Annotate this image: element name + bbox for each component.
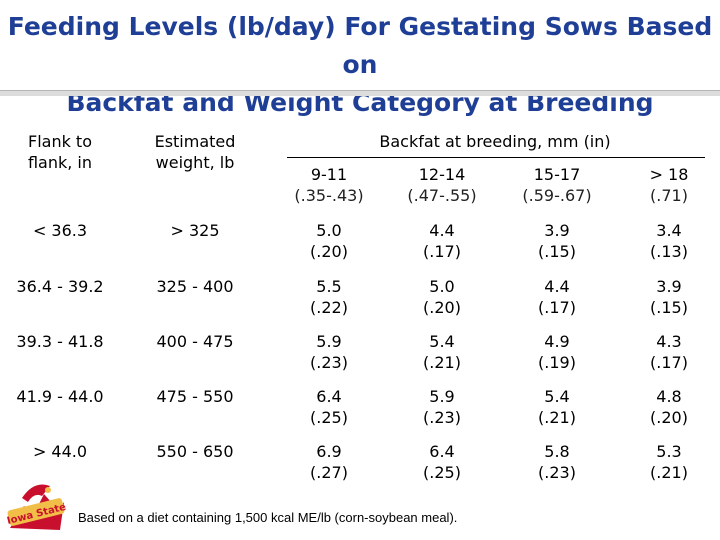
backfat-mm-label: 9-11 <box>310 165 348 184</box>
backfat-column-header: 12-14 (.47-.55) <box>388 164 496 206</box>
feed-sub-value: (.23) <box>310 353 348 372</box>
weight-cell: 400 - 475 <box>156 332 234 351</box>
backfat-column-header: > 18 (.71) <box>615 164 720 206</box>
page-title: Feeding Levels (lb/day) For Gestating So… <box>0 8 720 122</box>
feed-sub-value: (.21) <box>423 353 461 372</box>
backfat-mm-label: > 18 <box>649 165 689 184</box>
feed-sub-value: (.25) <box>423 463 461 482</box>
feed-level-cell: 5.4 (.21) <box>388 331 496 373</box>
feed-lb-value: 4.4 <box>429 221 455 240</box>
feed-lb-value: 6.4 <box>316 387 342 406</box>
title-line-1: Feeding Levels (lb/day) For Gestating So… <box>7 12 713 79</box>
feed-level-cell: 5.9 (.23) <box>388 386 496 428</box>
feed-lb-value: 3.9 <box>544 221 570 240</box>
feed-level-cell: 4.9 (.19) <box>503 331 611 373</box>
backfat-header-rule <box>287 157 705 158</box>
feed-level-cell: 5.9 (.23) <box>275 331 383 373</box>
feed-lb-value: 3.4 <box>656 221 682 240</box>
feed-sub-value: (.19) <box>538 353 576 372</box>
feed-lb-value: 5.9 <box>316 332 342 351</box>
feed-sub-value: (.13) <box>650 242 688 261</box>
backfat-column-header: 9-11 (.35-.43) <box>275 164 383 206</box>
feed-level-cell: 4.8 (.20) <box>615 386 720 428</box>
backfat-inch-label: (.47-.55) <box>407 186 477 205</box>
feed-level-cell: 6.9 (.27) <box>275 441 383 483</box>
feed-lb-value: 6.4 <box>429 442 455 461</box>
feed-sub-value: (.17) <box>538 298 576 317</box>
flank-cell: 41.9 - 44.0 <box>16 387 104 406</box>
weight-cell: > 325 <box>170 221 220 240</box>
flank-cell: > 44.0 <box>32 442 88 461</box>
feed-level-cell: 3.9 (.15) <box>615 276 720 318</box>
flank-column-header: Flank to flank, in <box>10 131 110 173</box>
feed-sub-value: (.17) <box>423 242 461 261</box>
feed-sub-value: (.17) <box>650 353 688 372</box>
feed-level-cell: 5.5 (.22) <box>275 276 383 318</box>
feed-level-cell: 4.4 (.17) <box>503 276 611 318</box>
weight-header-line-1: Estimated <box>154 132 236 151</box>
weight-cell: 550 - 650 <box>156 442 234 461</box>
flank-cell: < 36.3 <box>32 221 88 240</box>
feed-level-cell: 4.4 (.17) <box>388 220 496 262</box>
feed-sub-value: (.23) <box>423 408 461 427</box>
feed-lb-value: 5.9 <box>429 387 455 406</box>
feed-sub-value: (.15) <box>538 242 576 261</box>
feed-level-cell: 5.0 (.20) <box>275 220 383 262</box>
feed-lb-value: 5.5 <box>316 277 342 296</box>
flank-cell: 39.3 - 41.8 <box>16 332 104 351</box>
feed-lb-value: 5.4 <box>429 332 455 351</box>
feed-sub-value: (.20) <box>423 298 461 317</box>
feed-lb-value: 6.9 <box>316 442 342 461</box>
feed-level-cell: 5.3 (.21) <box>615 441 720 483</box>
weight-cell: 475 - 550 <box>156 387 234 406</box>
backfat-inch-label: (.59-.67) <box>522 186 592 205</box>
feed-lb-value: 4.8 <box>656 387 682 406</box>
flank-header-line-1: Flank to <box>27 132 92 151</box>
feed-level-cell: 5.4 (.21) <box>503 386 611 428</box>
feed-lb-value: 5.0 <box>429 277 455 296</box>
feed-sub-value: (.25) <box>310 408 348 427</box>
feed-level-cell: 3.9 (.15) <box>503 220 611 262</box>
feed-lb-value: 4.9 <box>544 332 570 351</box>
backfat-mm-label: 12-14 <box>418 165 466 184</box>
feed-level-cell: 6.4 (.25) <box>388 441 496 483</box>
weight-cell: 325 - 400 <box>156 277 234 296</box>
feed-sub-value: (.22) <box>310 298 348 317</box>
flank-header-line-2: flank, in <box>27 153 93 172</box>
weight-header-line-2: weight, lb <box>155 153 235 172</box>
cyclone-mascot-logo-icon: Iowa State <box>6 484 67 530</box>
feed-lb-value: 5.0 <box>316 221 342 240</box>
backfat-group-header: Backfat at breeding, mm (in) <box>379 132 611 151</box>
feed-lb-value: 4.4 <box>544 277 570 296</box>
feed-level-cell: 5.8 (.23) <box>503 441 611 483</box>
weight-column-header: Estimated weight, lb <box>140 131 250 173</box>
title-divider <box>0 90 720 96</box>
feed-level-cell: 4.3 (.17) <box>615 331 720 373</box>
feed-level-cell: 5.0 (.20) <box>388 276 496 318</box>
feed-sub-value: (.20) <box>310 242 348 261</box>
feed-lb-value: 5.3 <box>656 442 682 461</box>
backfat-inch-label: (.35-.43) <box>294 186 364 205</box>
feed-lb-value: 5.4 <box>544 387 570 406</box>
feed-lb-value: 4.3 <box>656 332 682 351</box>
feed-sub-value: (.23) <box>538 463 576 482</box>
feed-lb-value: 5.8 <box>544 442 570 461</box>
feed-sub-value: (.15) <box>650 298 688 317</box>
flank-cell: 36.4 - 39.2 <box>16 277 104 296</box>
feed-level-cell: 6.4 (.25) <box>275 386 383 428</box>
feed-sub-value: (.27) <box>310 463 348 482</box>
feed-lb-value: 3.9 <box>656 277 682 296</box>
feed-sub-value: (.21) <box>650 463 688 482</box>
backfat-inch-label: (.71) <box>650 186 688 205</box>
backfat-mm-label: 15-17 <box>533 165 581 184</box>
feed-sub-value: (.21) <box>538 408 576 427</box>
feed-sub-value: (.20) <box>650 408 688 427</box>
backfat-column-header: 15-17 (.59-.67) <box>503 164 611 206</box>
footnote: Based on a diet containing 1,500 kcal ME… <box>78 510 458 525</box>
feed-level-cell: 3.4 (.13) <box>615 220 720 262</box>
